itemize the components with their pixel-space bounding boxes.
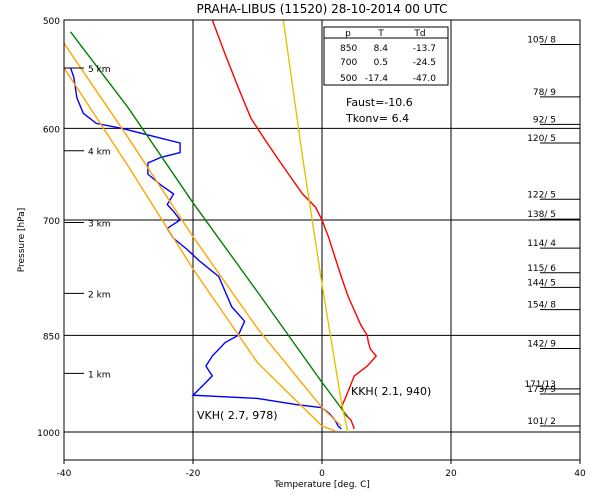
tkonv-value: Tkonv= 6.4 [345,112,409,125]
height-label: 2 km [88,290,111,300]
y-tick-labels: 500 600 700 850 1000 [37,17,60,439]
wind-label: 105/ 8 [527,35,556,45]
y-tick-label: 1000 [37,429,60,439]
y-tick-label: 600 [43,125,60,135]
info-cell: 850 [340,44,357,54]
wind-label: 138/ 5 [527,210,556,220]
series-line [211,19,378,430]
wind-label: 120/ 5 [527,134,556,144]
x-tick-label: -20 [186,469,201,479]
info-header-td: Td [413,29,425,39]
y-tick-label: 850 [43,332,60,342]
info-cell: -13.7 [413,44,436,54]
x-axis-label: Temperature [deg. C] [273,480,370,490]
y-tick-label: 500 [43,17,60,27]
wind-label: 142/ 9 [527,340,556,350]
wind-label: 144/ 5 [527,278,556,288]
vkh-annotation: VKH( 2.7, 978) [197,409,278,422]
profile-curves [63,19,378,433]
x-tick-label: 20 [445,469,457,479]
kkh-annotation: KKH( 2.1, 940) [351,385,431,398]
info-cell: 8.4 [374,44,389,54]
series-line [282,19,349,433]
height-label: 1 km [88,370,111,380]
wind-label: 115/ 6 [527,264,556,274]
info-header-p: p [345,29,351,39]
series-line [63,67,336,432]
height-label: 3 km [88,220,111,230]
x-tick-labels: -40 -20 0 20 40 [57,469,586,479]
info-cell: -24.5 [413,58,436,68]
tick-marks [63,460,581,464]
y-axis-label: Pressure [hPa] [17,208,27,273]
height-label: 5 km [88,65,111,75]
wind-label: 78/ 9 [533,88,556,98]
info-cell: -47.0 [413,74,437,84]
info-table-box [323,26,449,86]
wind-label: 171/13 [524,380,556,390]
x-tick-label: 0 [319,469,325,479]
wind-label: 92/ 5 [533,115,556,125]
height-label: 4 km [88,148,111,158]
info-cell: 500 [340,74,357,84]
wind-label: 173/ 9 [527,385,556,395]
wind-label: 154/ 8 [527,301,556,311]
chart-title: PRAHA-LIBUS (11520) 28-10-2014 00 UTC [196,2,447,16]
info-cell: 700 [340,58,357,68]
series-line [63,42,342,427]
x-tick-label: -40 [57,469,72,479]
info-cell: 0.5 [374,58,388,68]
wind-label: 101/ 2 [527,417,556,427]
series-line [69,31,349,418]
wind-label: 122/ 5 [527,190,556,200]
wind-labels: 105/ 8 78/ 9 92/ 5 120/ 5 122/ 5 138/ 5 114/ 4… [524,35,580,427]
info-table: p T Td 850 8.4 -13.7 700 0.5 -24.5 500 -… [323,26,449,86]
plot-frame [63,19,581,461]
y-tick-label: 700 [43,217,60,227]
faust-value: Faust=-10.6 [346,96,413,109]
x-tick-label: 40 [574,469,586,479]
wind-label: 114/ 4 [527,239,556,249]
series-line [69,67,342,430]
grid-lines [63,19,581,460]
info-header-t: T [377,29,384,39]
info-cell: -17.4 [365,74,389,84]
height-labels: 5 km 4 km 3 km 2 km 1 km [64,65,111,380]
